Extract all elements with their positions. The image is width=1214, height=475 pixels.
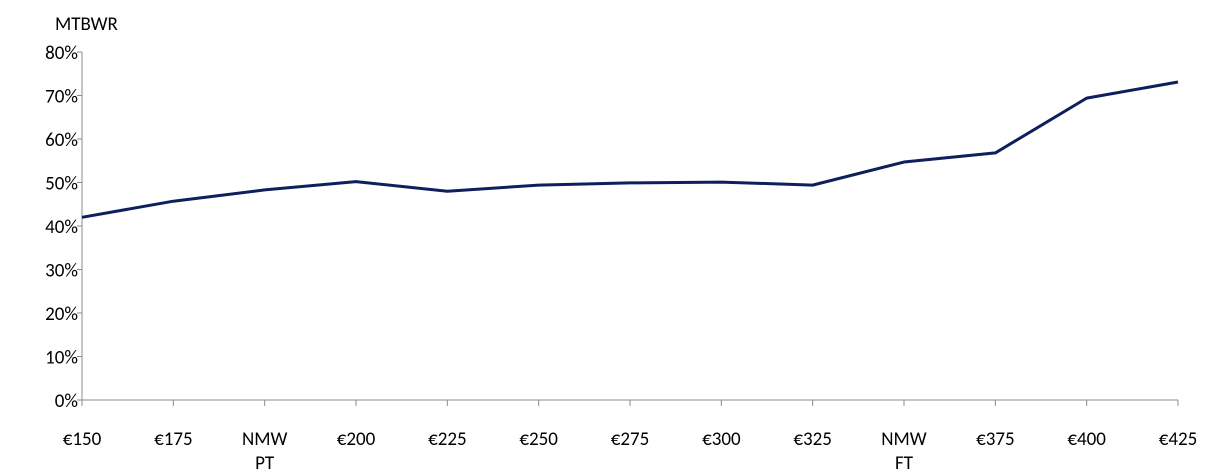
y-tick-label: 50%	[45, 173, 78, 196]
y-tick-label: 80%	[45, 42, 78, 65]
chart-title: MTBWR	[55, 13, 119, 36]
x-tick-label: €325	[793, 428, 832, 451]
data-line	[81, 80, 1179, 219]
x-tick-label: €375	[976, 428, 1015, 451]
x-tick-label: €275	[611, 428, 650, 451]
y-tick-label: 30%	[45, 260, 78, 283]
x-tick-label: €175	[154, 428, 193, 451]
y-tick-label: 0%	[55, 390, 78, 413]
x-tick-label: €200	[337, 428, 376, 451]
x-tick-label: NMW FT	[881, 428, 927, 475]
x-tick-label: NMW PT	[242, 428, 288, 475]
x-tick-label: €250	[519, 428, 558, 451]
x-tick-label: €225	[428, 428, 467, 451]
x-tick-label: €400	[1067, 428, 1106, 451]
x-tick-label: €425	[1159, 428, 1198, 451]
y-tick-label: 10%	[45, 347, 78, 370]
y-tick-label: 40%	[45, 216, 78, 239]
x-tick-label: €150	[63, 428, 102, 451]
y-tick-label: 60%	[45, 129, 78, 152]
x-tick-label: €300	[702, 428, 741, 451]
y-tick-label: 20%	[45, 303, 78, 326]
y-tick-label: 70%	[45, 86, 78, 109]
